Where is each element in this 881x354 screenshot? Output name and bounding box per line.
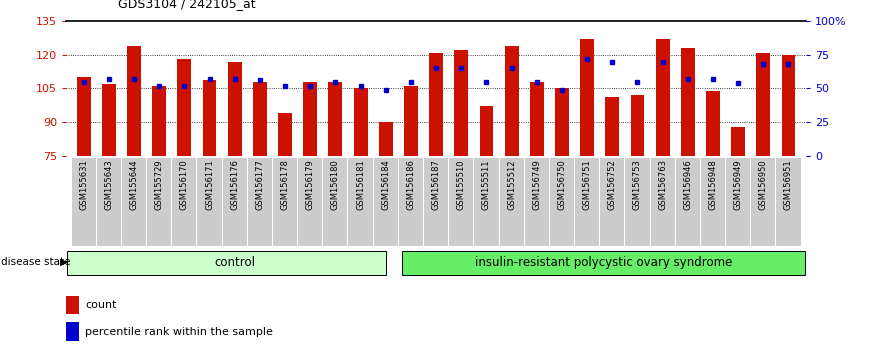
Bar [701, 158, 725, 246]
Bar [605, 97, 619, 156]
Bar [581, 39, 594, 156]
Bar [253, 82, 267, 156]
Bar [379, 122, 393, 156]
Text: count: count [85, 300, 117, 310]
Bar [399, 158, 423, 246]
Text: GSM156171: GSM156171 [205, 159, 214, 210]
Text: percentile rank within the sample: percentile rank within the sample [85, 327, 273, 337]
Text: ▶: ▶ [60, 257, 68, 267]
Bar [479, 107, 493, 156]
Text: GSM156181: GSM156181 [356, 159, 365, 210]
Text: GSM156951: GSM156951 [784, 159, 793, 210]
Bar [71, 158, 96, 246]
Text: GSM156763: GSM156763 [658, 159, 667, 210]
Text: GSM155631: GSM155631 [79, 159, 88, 210]
Bar [424, 158, 448, 246]
Bar [776, 158, 801, 246]
Bar [600, 158, 625, 246]
Bar [402, 251, 805, 275]
Bar [655, 39, 670, 156]
Text: GSM155644: GSM155644 [130, 159, 138, 210]
Bar [353, 88, 367, 156]
Bar [626, 158, 649, 246]
Bar [147, 158, 171, 246]
Bar [203, 80, 217, 156]
Bar [67, 251, 386, 275]
Text: disease state: disease state [1, 257, 70, 267]
Bar [706, 91, 720, 156]
Text: GSM156949: GSM156949 [734, 159, 743, 210]
Bar [197, 158, 222, 246]
Text: GSM156749: GSM156749 [532, 159, 541, 210]
Bar [278, 113, 292, 156]
Text: GSM156750: GSM156750 [558, 159, 566, 210]
Bar [505, 46, 519, 156]
Bar [726, 158, 751, 246]
Text: GSM156186: GSM156186 [406, 159, 416, 210]
Bar [449, 158, 473, 246]
Bar [303, 82, 317, 156]
Text: GSM155512: GSM155512 [507, 159, 516, 210]
Text: GSM155510: GSM155510 [456, 159, 466, 210]
Text: GSM155643: GSM155643 [104, 159, 114, 210]
Bar [273, 158, 297, 246]
Bar [731, 127, 745, 156]
Bar [500, 158, 523, 246]
Bar [122, 158, 146, 246]
Text: GSM155511: GSM155511 [482, 159, 491, 210]
Bar [529, 82, 544, 156]
Bar [781, 55, 796, 156]
Bar [223, 158, 247, 246]
Bar [429, 53, 443, 156]
Bar [152, 86, 167, 156]
Bar [298, 158, 322, 246]
Bar [127, 46, 141, 156]
Bar [177, 59, 191, 156]
Bar [66, 322, 79, 341]
Bar [555, 88, 569, 156]
Text: GSM156751: GSM156751 [582, 159, 592, 210]
Text: GSM156948: GSM156948 [708, 159, 717, 210]
Text: GSM156180: GSM156180 [331, 159, 340, 210]
Bar [404, 86, 418, 156]
Bar [650, 158, 675, 246]
Bar [323, 158, 347, 246]
Bar [751, 158, 775, 246]
Text: GSM156176: GSM156176 [230, 159, 240, 210]
Text: GSM156170: GSM156170 [180, 159, 189, 210]
Text: GSM156187: GSM156187 [432, 159, 440, 210]
Text: GSM156752: GSM156752 [608, 159, 617, 210]
Text: control: control [214, 256, 255, 269]
Text: insulin-resistant polycystic ovary syndrome: insulin-resistant polycystic ovary syndr… [475, 256, 732, 269]
Bar [525, 158, 549, 246]
Bar [173, 158, 196, 246]
Bar [681, 48, 695, 156]
Bar [676, 158, 700, 246]
Bar [455, 50, 468, 156]
Text: GSM156184: GSM156184 [381, 159, 390, 210]
Bar [757, 53, 770, 156]
Text: GSM156753: GSM156753 [633, 159, 642, 210]
Text: GSM155729: GSM155729 [155, 159, 164, 210]
Bar [349, 158, 373, 246]
Bar [575, 158, 599, 246]
Bar [248, 158, 272, 246]
Text: GSM156950: GSM156950 [759, 159, 768, 210]
Bar [631, 95, 644, 156]
Bar [550, 158, 574, 246]
Text: GSM156177: GSM156177 [255, 159, 264, 210]
Bar [77, 77, 91, 156]
Text: GSM156178: GSM156178 [280, 159, 290, 210]
Text: GSM156946: GSM156946 [684, 159, 692, 210]
Bar [228, 62, 241, 156]
Bar [474, 158, 499, 246]
Text: GDS3104 / 242105_at: GDS3104 / 242105_at [118, 0, 255, 11]
Bar [66, 296, 79, 314]
Bar [102, 84, 115, 156]
Bar [374, 158, 398, 246]
Text: GSM156179: GSM156179 [306, 159, 315, 210]
Bar [329, 82, 343, 156]
Bar [97, 158, 121, 246]
